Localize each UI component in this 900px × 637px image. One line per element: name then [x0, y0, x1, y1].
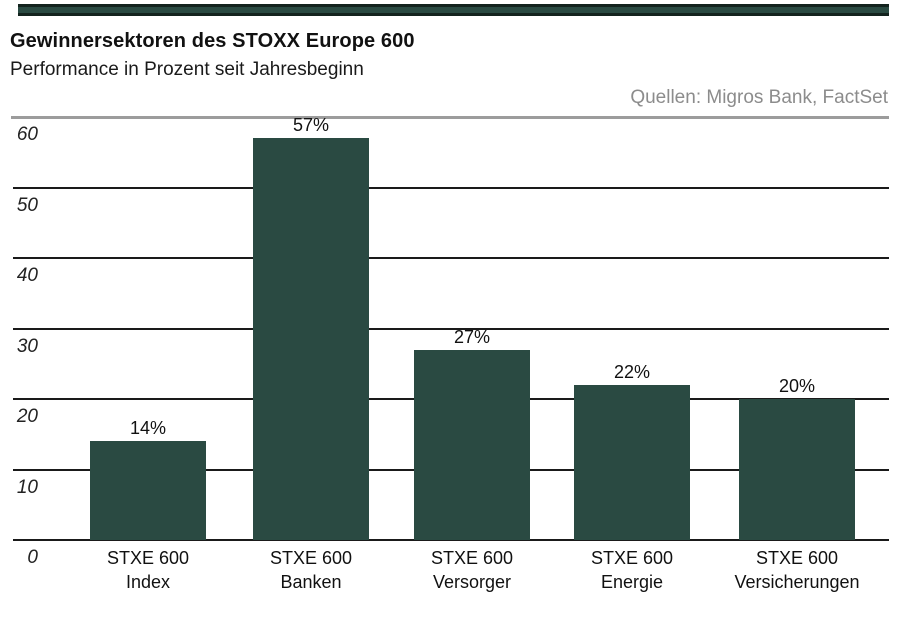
bar — [253, 138, 369, 540]
x-category-line2: Energie — [600, 572, 664, 592]
bar-value-label: 22% — [613, 362, 651, 382]
bar-value-label: 27% — [453, 327, 491, 347]
x-category-line1: STXE 600 — [430, 548, 514, 568]
bar-value-label: 57% — [292, 115, 330, 135]
x-category-line2: Index — [125, 572, 171, 592]
x-category-line1: STXE 600 — [106, 548, 190, 568]
bar — [574, 385, 690, 540]
x-category-line1: STXE 600 — [590, 548, 674, 568]
gridline — [13, 327, 889, 330]
y-tick-label: 60 — [16, 124, 38, 145]
chart-title: Gewinnersektoren des STOXX Europe 600 — [10, 30, 415, 52]
x-category-label: STXE 600 Versicherungen — [709, 546, 885, 594]
y-tick-label: 20 — [16, 406, 38, 427]
y-tick-label: 40 — [16, 265, 38, 286]
bar-value-label: 14% — [129, 418, 167, 438]
bar — [739, 399, 855, 540]
x-category-label: STXE 600 Versorger — [384, 546, 560, 594]
x-category-line2: Versorger — [432, 572, 512, 592]
top-ribbon — [18, 4, 889, 16]
top-divider-gridline — [11, 116, 889, 119]
x-category-label: STXE 600 Banken — [223, 546, 399, 594]
x-category-line1: STXE 600 — [269, 548, 353, 568]
x-category-line2: Versicherungen — [734, 572, 860, 592]
y-tick-label: 10 — [16, 476, 38, 498]
gridline — [13, 257, 889, 259]
y-tick-label: 30 — [16, 335, 38, 357]
x-category-label: STXE 600 Energie — [544, 546, 720, 594]
chart-subtitle: Performance in Prozent seit Jahresbeginn — [10, 59, 364, 80]
y-tick-label: 50 — [16, 194, 38, 216]
x-category-line2: Banken — [280, 572, 342, 592]
gridline — [13, 539, 889, 541]
source-credit: Quellen: Migros Bank, FactSet — [630, 87, 888, 108]
x-category-label: STXE 600 Index — [60, 546, 236, 594]
gridline — [13, 186, 889, 189]
x-category-line1: STXE 600 — [755, 548, 839, 568]
bar — [90, 441, 206, 540]
bar-value-label: 20% — [778, 376, 816, 396]
y-tick-label: 0 — [27, 547, 38, 568]
bar — [414, 350, 530, 540]
